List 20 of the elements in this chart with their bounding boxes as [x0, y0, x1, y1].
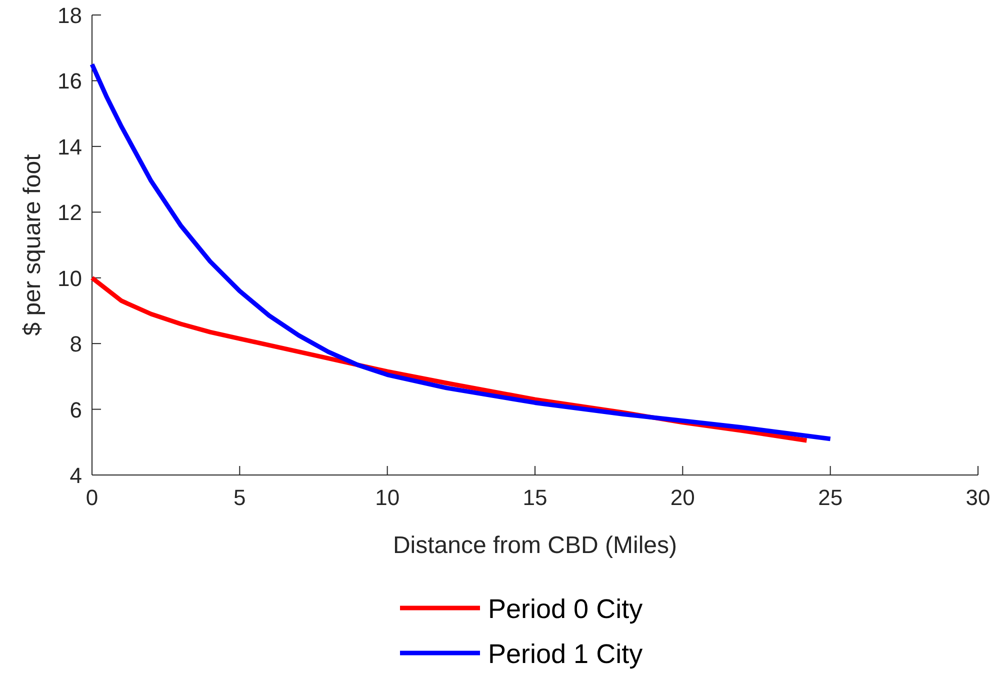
x-tick-label: 30	[966, 485, 990, 510]
x-tick-label: 5	[234, 485, 246, 510]
x-axis-title: Distance from CBD (Miles)	[392, 532, 678, 559]
y-tick-label: 14	[58, 134, 82, 160]
y-tick-label: 16	[58, 68, 82, 94]
y-tick-label: 8	[70, 332, 82, 357]
y-tick-label: 10	[58, 266, 82, 291]
x-tick-label: 15	[522, 485, 548, 510]
x-tick-label: 10	[375, 485, 400, 510]
y-tick-label: 18	[58, 3, 82, 28]
y-tick-label: 6	[70, 397, 82, 422]
x-tick-label: 0	[86, 485, 98, 510]
line-series	[90, 62, 833, 442]
y-tick-label: 12	[58, 200, 82, 226]
y-tick-label: 4	[70, 463, 82, 488]
y-axis-title: $ per square foot	[19, 154, 46, 336]
legend-label: Period 0 City	[488, 594, 644, 624]
x-tick-label: 20	[670, 485, 695, 510]
legend-label: Period 1 City	[488, 639, 644, 669]
x-tick-label: 25	[818, 485, 843, 510]
